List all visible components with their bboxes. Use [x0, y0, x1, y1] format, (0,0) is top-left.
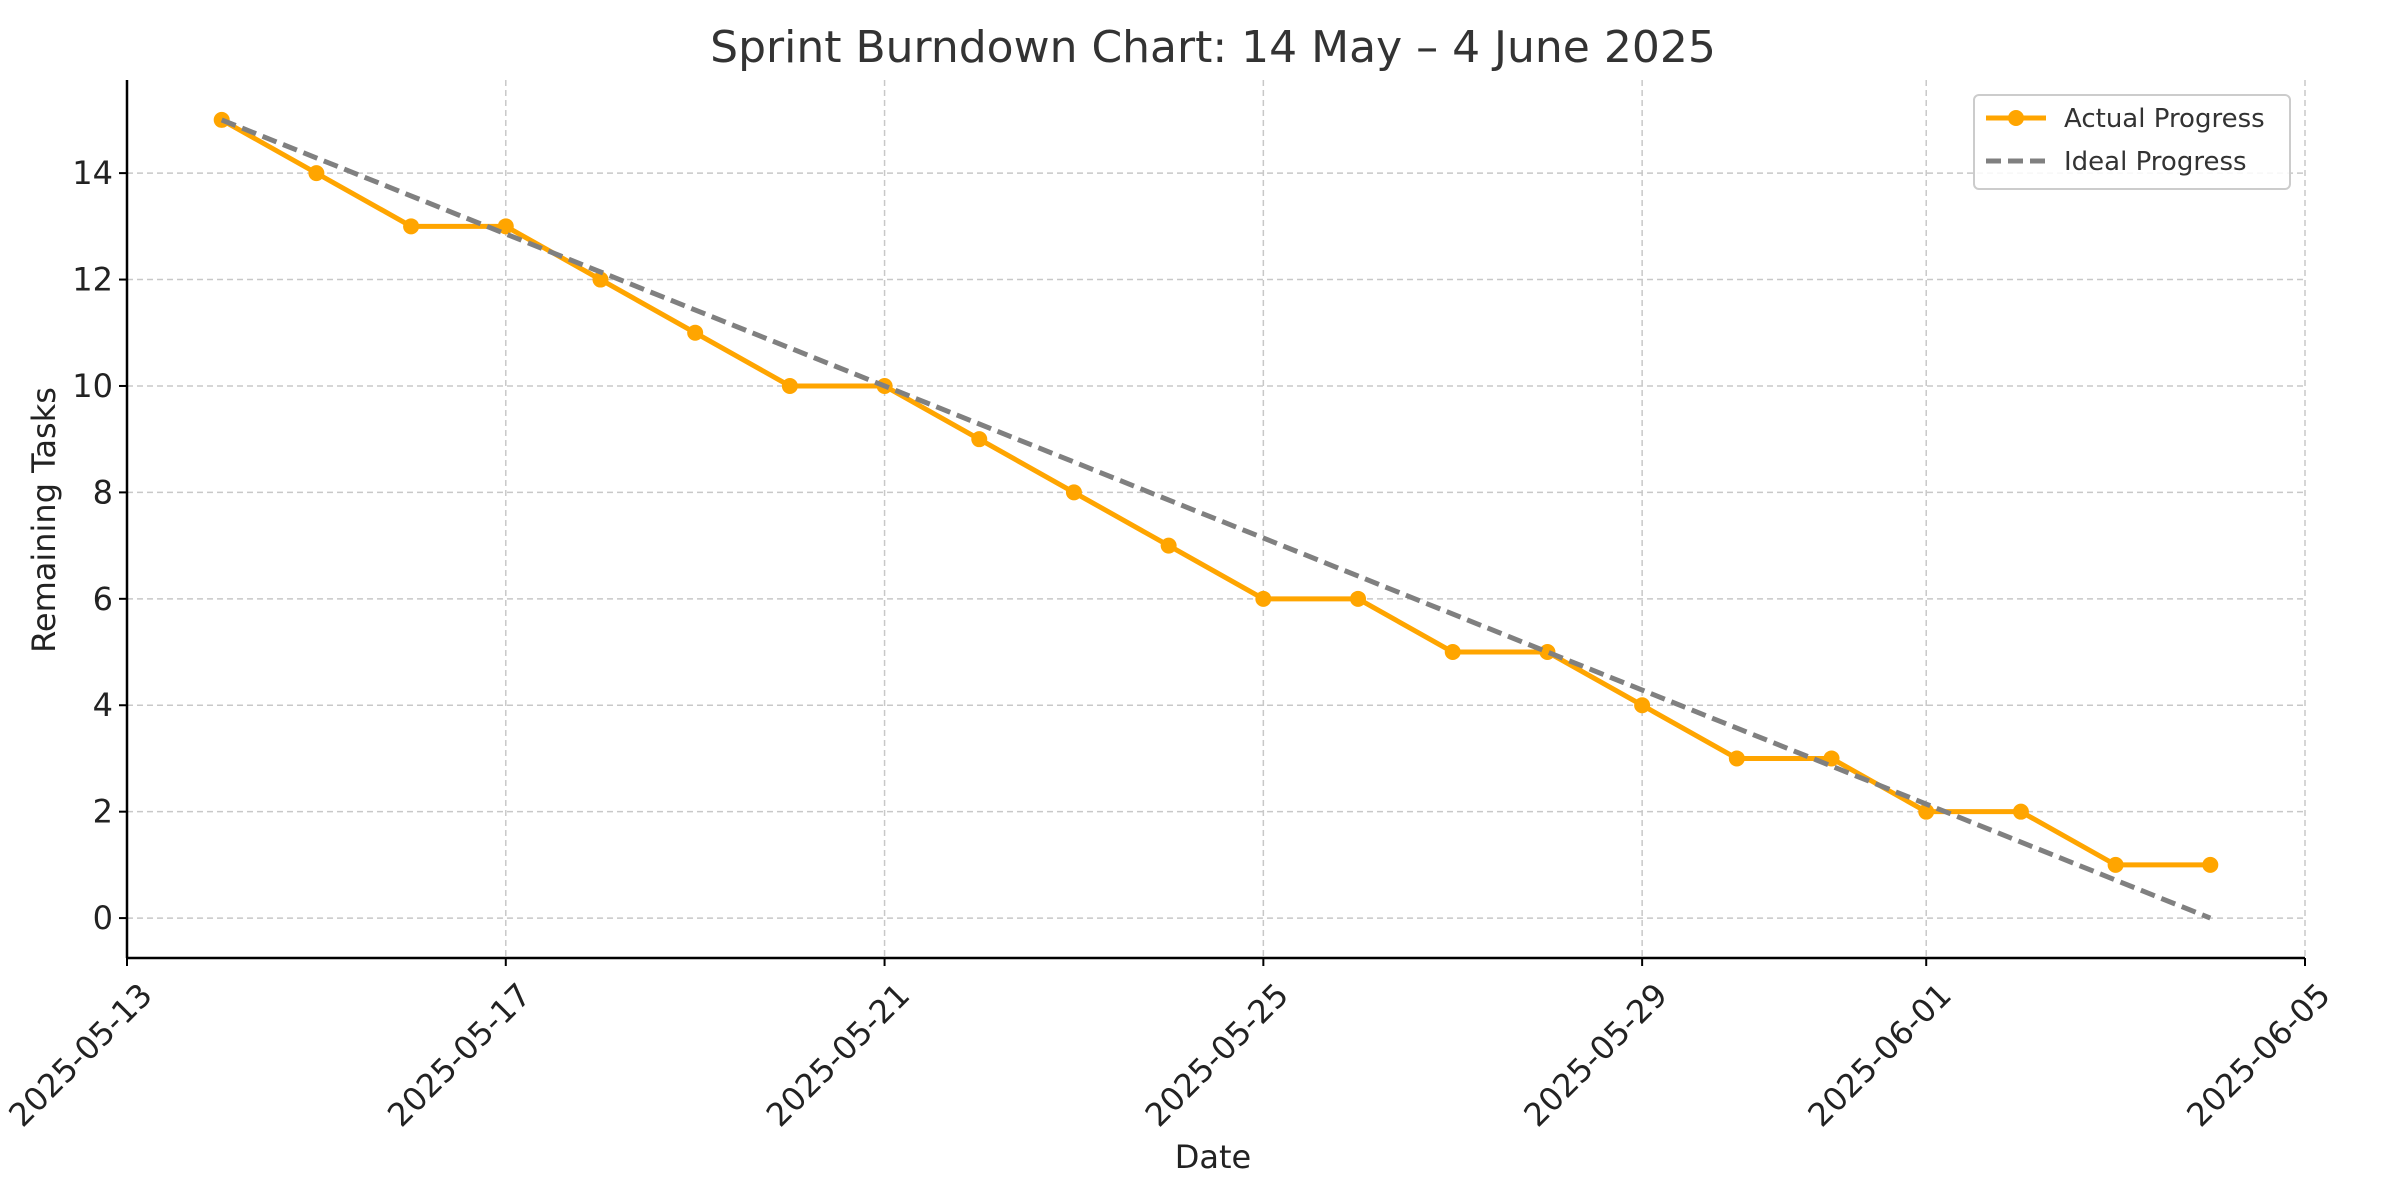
actual-progress-point: [971, 431, 988, 448]
y-tick-label: 14: [72, 154, 113, 192]
x-tick-label: 2025-05-17: [380, 976, 538, 1134]
actual-progress-point: [308, 165, 325, 182]
y-tick-label: 10: [72, 367, 113, 405]
actual-progress-point: [781, 377, 798, 394]
x-tick-label: 2025-05-25: [1138, 976, 1296, 1134]
actual-progress-point: [1728, 750, 1745, 767]
y-tick-label: 0: [93, 899, 113, 937]
y-tick-label: 8: [93, 473, 113, 511]
x-tick-label: 2025-06-01: [1800, 976, 1958, 1134]
x-axis-label: Date: [1175, 1138, 1251, 1176]
actual-progress-point: [1634, 697, 1651, 714]
actual-progress-point: [687, 324, 704, 341]
actual-progress-point: [2202, 856, 2219, 873]
actual-progress-point: [403, 218, 420, 235]
y-tick-label: 4: [93, 686, 113, 724]
x-tick-label: 2025-05-21: [759, 976, 917, 1134]
actual-progress-point: [592, 271, 609, 288]
actual-progress-point: [2107, 856, 2124, 873]
actual-progress-point: [1350, 590, 1367, 607]
legend: Actual Progress Ideal Progress: [1973, 94, 2291, 190]
y-tick-label: 6: [93, 580, 113, 618]
x-tick-label: 2025-06-05: [2179, 976, 2337, 1134]
actual-progress-point: [1444, 644, 1461, 661]
tick-labels: 0 2 4 6 8 10 12 14 2025-05-13 2025-05-17 2025-05-2…: [1, 154, 2337, 1134]
y-axis-label: Remaining Tasks: [25, 387, 63, 653]
actual-progress-point: [1160, 537, 1177, 554]
chart-title: Sprint Burndown Chart: 14 May – 4 June 2…: [710, 22, 1716, 73]
actual-progress-point: [1255, 590, 1272, 607]
x-tick-label: 2025-05-29: [1516, 976, 1674, 1134]
actual-progress-point: [1918, 803, 1935, 820]
x-tick-label: 2025-05-13: [1, 976, 159, 1134]
series: [213, 111, 2219, 921]
legend-actual-label: Actual Progress: [2064, 104, 2265, 134]
legend-actual-marker: [2008, 110, 2024, 126]
legend-ideal-label: Ideal Progress: [2064, 147, 2247, 177]
axes: [119, 80, 2306, 966]
y-tick-label: 2: [93, 793, 113, 831]
actual-progress-point: [497, 218, 514, 235]
legend-frame: [1973, 94, 2291, 190]
ideal-progress-line: [220, 117, 2212, 921]
actual-progress-point: [2012, 803, 2029, 820]
y-tick-label: 12: [72, 261, 113, 299]
actual-progress-point: [1065, 484, 1082, 501]
